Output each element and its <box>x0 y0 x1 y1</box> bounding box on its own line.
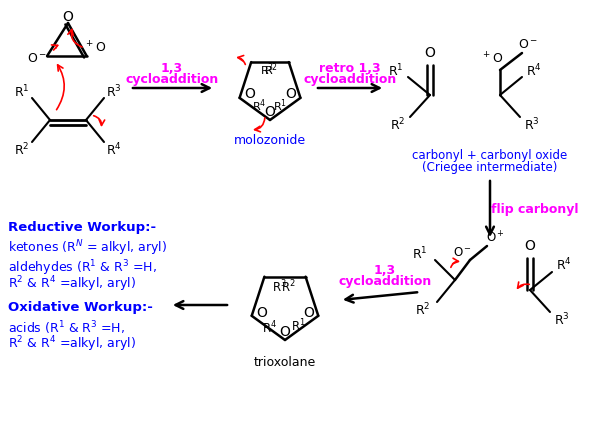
Text: R$^2$: R$^2$ <box>415 302 431 318</box>
Text: $^+$O: $^+$O <box>481 51 503 67</box>
Text: ketones (R$^N$ = alkyl, aryl): ketones (R$^N$ = alkyl, aryl) <box>8 238 167 258</box>
Text: aldehydes (R$^1$ & R$^3$ =H,: aldehydes (R$^1$ & R$^3$ =H, <box>8 258 157 278</box>
Text: cycloaddition: cycloaddition <box>125 73 218 86</box>
Text: Oxidative Workup:-: Oxidative Workup:- <box>8 301 153 315</box>
Text: O: O <box>244 87 255 101</box>
Text: O: O <box>425 46 436 60</box>
Text: R$^4$: R$^4$ <box>253 98 267 114</box>
Text: R$^1$: R$^1$ <box>291 318 305 334</box>
Text: O$^-$: O$^-$ <box>518 39 538 51</box>
Text: acids (R$^1$ & R$^3$ =H,: acids (R$^1$ & R$^3$ =H, <box>8 319 125 337</box>
Text: O: O <box>62 10 73 24</box>
Text: R$^2$ & R$^4$ =alkyl, aryl): R$^2$ & R$^4$ =alkyl, aryl) <box>8 274 136 294</box>
Text: R$^2$: R$^2$ <box>390 117 406 133</box>
Text: R$^4$: R$^4$ <box>106 142 122 158</box>
Text: cycloaddition: cycloaddition <box>304 73 397 86</box>
Text: O: O <box>285 87 296 101</box>
Text: flip carbonyl: flip carbonyl <box>491 204 579 217</box>
Text: carbonyl + carbonyl oxide: carbonyl + carbonyl oxide <box>412 148 568 162</box>
Text: retro 1,3: retro 1,3 <box>319 61 381 75</box>
Text: O: O <box>303 306 314 320</box>
Text: R$^1$: R$^1$ <box>412 245 428 262</box>
Text: O: O <box>256 306 267 320</box>
Text: O$^-$: O$^-$ <box>454 245 473 259</box>
Text: R$^4$: R$^4$ <box>526 63 542 79</box>
Text: R$^3$: R$^3$ <box>524 117 540 133</box>
Text: R$^1$: R$^1$ <box>388 63 404 79</box>
Text: trioxolane: trioxolane <box>254 357 316 369</box>
Text: Reductive Workup:-: Reductive Workup:- <box>8 221 156 234</box>
Text: molozonide: molozonide <box>234 134 306 147</box>
Text: R$^3$: R$^3$ <box>260 62 274 78</box>
Text: O$^-$: O$^-$ <box>27 51 47 64</box>
Text: R$^1$: R$^1$ <box>274 98 287 114</box>
Text: O: O <box>265 105 275 119</box>
Text: $^+$O: $^+$O <box>83 40 106 56</box>
Text: 1,3: 1,3 <box>161 61 183 75</box>
Text: O: O <box>280 325 290 339</box>
Text: O$^+$: O$^+$ <box>485 230 505 245</box>
Text: R$^4$: R$^4$ <box>556 257 572 273</box>
Text: R$^4$: R$^4$ <box>262 320 277 336</box>
Text: R$^2$: R$^2$ <box>264 62 278 78</box>
Text: R$^2$: R$^2$ <box>14 142 30 158</box>
Text: R$^3$: R$^3$ <box>554 312 570 328</box>
Text: R$^3$: R$^3$ <box>106 84 122 100</box>
Text: O: O <box>524 239 535 253</box>
Text: (Criegee intermediate): (Criegee intermediate) <box>422 162 557 175</box>
Text: R$^3$: R$^3$ <box>272 279 287 295</box>
Text: R$^1$: R$^1$ <box>14 84 30 100</box>
Text: R$^2$ & R$^4$ =alkyl, aryl): R$^2$ & R$^4$ =alkyl, aryl) <box>8 334 136 354</box>
Text: R$^2$: R$^2$ <box>281 279 296 295</box>
Text: cycloaddition: cycloaddition <box>338 276 431 288</box>
Text: 1,3: 1,3 <box>374 263 396 276</box>
